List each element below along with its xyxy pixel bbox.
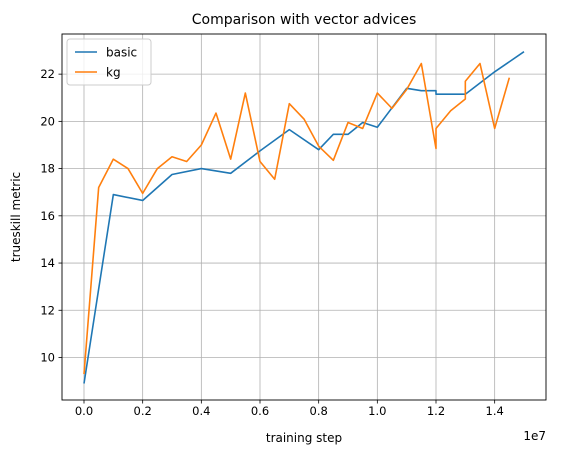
x-tick-label: 0.0: [75, 404, 93, 418]
y-axis-label: trueskill metric: [9, 172, 23, 262]
series-line-kg: [83, 62, 511, 375]
y-tick-label: 12: [40, 303, 55, 317]
plot-area-frame: [61, 33, 547, 401]
legend-label-basic: basic: [106, 46, 137, 60]
x-tick-label: 0.2: [134, 404, 152, 418]
series-line-basic: [83, 51, 525, 384]
x-tick-label: 0.8: [310, 404, 328, 418]
x-tick-label: 1.4: [486, 404, 504, 418]
x-tick-label: 1.2: [427, 404, 445, 418]
x-axis-label: training step: [266, 431, 342, 445]
x-tick-label: 1.0: [368, 404, 386, 418]
x-tick-label: 0.6: [251, 404, 269, 418]
y-tick-label: 18: [40, 162, 55, 176]
legend: basic kg: [66, 38, 152, 86]
grid: [62, 34, 546, 400]
y-tick-label: 22: [40, 67, 55, 81]
series-lines: [83, 51, 525, 384]
chart-title: Comparison with vector advices: [192, 12, 417, 28]
legend-label-kg: kg: [106, 66, 121, 80]
y-tick-label: 16: [40, 209, 55, 223]
axis-ticks: 0.0 0.2 0.4 0.6 0.8 1.0 1.2 1.4 10 12 14 16 18 20 22: [40, 67, 503, 418]
y-tick-label: 14: [40, 256, 55, 270]
x-axis-offset-label: 1e7: [523, 429, 546, 443]
x-tick-label: 0.4: [192, 404, 210, 418]
legend-box: [66, 38, 152, 86]
y-tick-label: 20: [40, 114, 55, 128]
y-tick-label: 10: [40, 350, 55, 364]
